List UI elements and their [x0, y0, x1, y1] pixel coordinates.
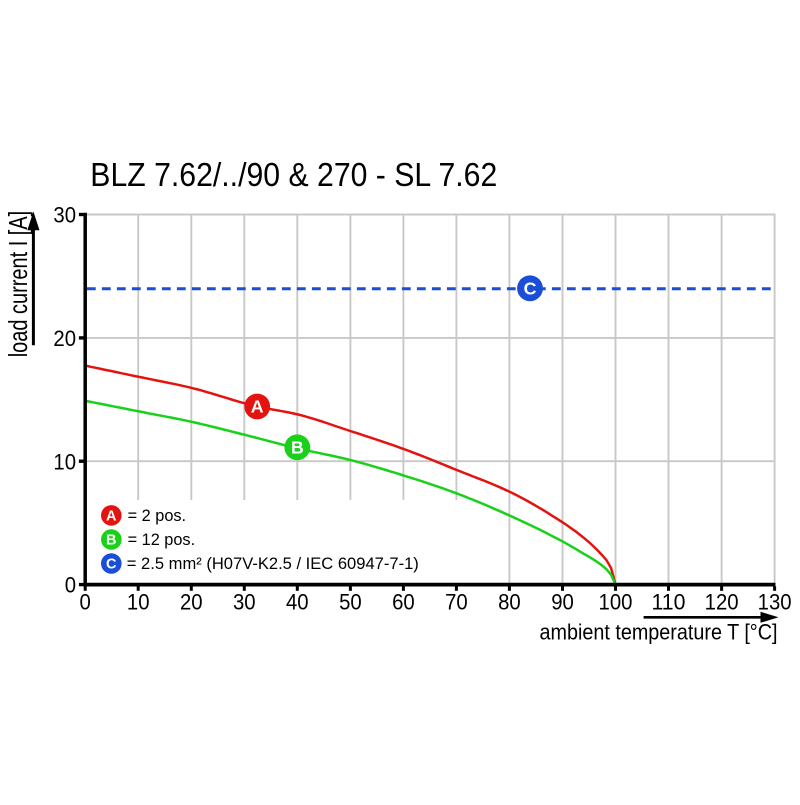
svg-text:BLZ 7.62/../90 & 270 - SL 7.62: BLZ 7.62/../90 & 270 - SL 7.62	[90, 157, 497, 194]
svg-text:0: 0	[80, 590, 91, 615]
svg-text:40: 40	[286, 590, 309, 615]
svg-text:30: 30	[53, 203, 76, 228]
svg-text:20: 20	[53, 326, 76, 351]
svg-text:A: A	[106, 509, 117, 525]
svg-text:120: 120	[705, 590, 739, 615]
svg-text:90: 90	[551, 590, 574, 615]
svg-text:C: C	[524, 279, 537, 299]
svg-text:70: 70	[445, 590, 468, 615]
svg-text:B: B	[106, 533, 116, 549]
svg-text:= 2.5 mm² (H07V-K2.5 / IEC 609: = 2.5 mm² (H07V-K2.5 / IEC 60947-7-1)	[127, 554, 419, 573]
svg-text:80: 80	[498, 590, 521, 615]
svg-text:130: 130	[758, 590, 792, 615]
svg-text:30: 30	[233, 590, 256, 615]
svg-text:10: 10	[127, 590, 150, 615]
svg-text:load current I [A]: load current I [A]	[3, 211, 33, 358]
svg-text:= 12 pos.: = 12 pos.	[128, 530, 196, 549]
svg-text:50: 50	[339, 590, 362, 615]
svg-text:20: 20	[180, 590, 203, 615]
svg-text:100: 100	[599, 590, 633, 615]
svg-text:A: A	[251, 397, 264, 417]
svg-text:0: 0	[65, 573, 76, 598]
svg-text:= 2 pos.: = 2 pos.	[128, 506, 187, 525]
svg-text:C: C	[106, 557, 117, 573]
svg-text:ambient temperature T [°C]: ambient temperature T [°C]	[540, 620, 778, 645]
svg-text:10: 10	[53, 449, 76, 474]
svg-text:60: 60	[392, 590, 415, 615]
svg-text:B: B	[291, 438, 304, 458]
svg-text:110: 110	[652, 590, 686, 615]
